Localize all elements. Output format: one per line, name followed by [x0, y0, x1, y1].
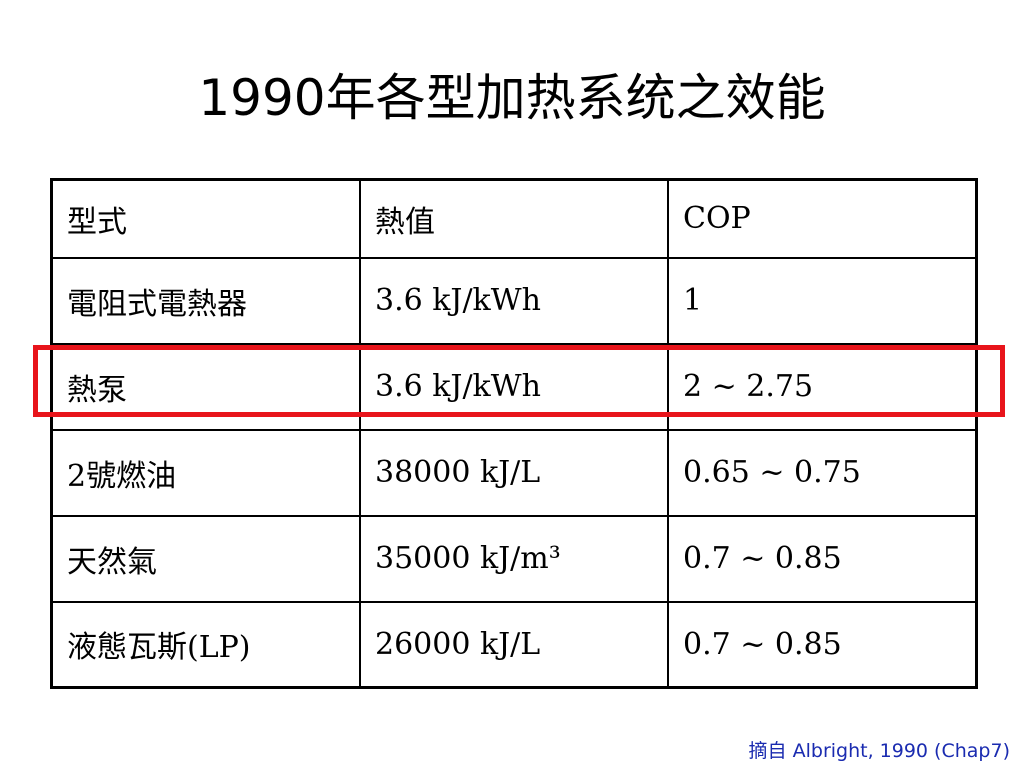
table: 型式 熱值 COP 電阻式電熱器 3.6 kJ/kWh 1 熱泵 3.6 kJ/kWh 2… — [50, 178, 978, 689]
table-cell: 2號燃油 — [50, 428, 361, 517]
table-cell: 0.65 ~ 0.75 — [667, 428, 978, 517]
table-row: 2號燃油 38000 kJ/L 0.65 ~ 0.75 — [50, 428, 978, 517]
table-cell: 0.7 ~ 0.85 — [667, 600, 978, 689]
slide-title: 1990年各型加热系统之效能 — [198, 69, 826, 127]
header-cell: 熱值 — [359, 178, 669, 259]
header-cell: COP — [667, 178, 978, 259]
table-row: 天然氣 35000 kJ/m³ 0.7 ~ 0.85 — [50, 514, 978, 603]
source-label: 摘自 — [748, 740, 787, 762]
table-row: 熱泵 3.6 kJ/kWh 2 ~ 2.75 — [50, 342, 978, 431]
table-cell: 天然氣 — [50, 514, 361, 603]
table-cell: 35000 kJ/m³ — [359, 514, 669, 603]
header-cell: 型式 — [50, 178, 361, 259]
header-row: 型式 熱值 COP — [50, 178, 978, 259]
table-cell: 1 — [667, 256, 978, 345]
table-row: 電阻式電熱器 3.6 kJ/kWh 1 — [50, 256, 978, 345]
table-cell: 液態瓦斯(LP) — [50, 600, 361, 689]
table-cell: 3.6 kJ/kWh — [359, 256, 669, 345]
source-note: 摘自 Albright, 1990 (Chap7) — [749, 736, 1010, 763]
source-text: Albright, 1990 (Chap7) — [792, 740, 1010, 762]
table-cell: 0.7 ~ 0.85 — [667, 514, 978, 603]
highlight-box — [33, 345, 1005, 417]
table-cell: 38000 kJ/L — [359, 428, 669, 517]
table-row: 液態瓦斯(LP) 26000 kJ/L 0.7 ~ 0.85 — [50, 600, 978, 689]
table-cell: 電阻式電熱器 — [50, 256, 361, 345]
table-cell: 26000 kJ/L — [359, 600, 669, 689]
